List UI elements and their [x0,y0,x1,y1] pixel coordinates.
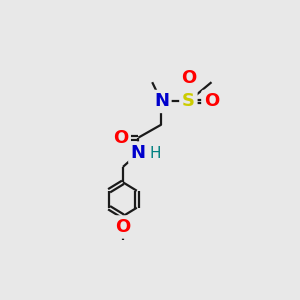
Text: O: O [115,218,130,236]
Text: N: N [131,144,146,162]
Text: O: O [204,92,219,110]
Text: N: N [154,92,169,110]
Text: O: O [113,129,128,147]
Text: O: O [181,69,196,87]
Text: H: H [149,146,161,160]
Text: S: S [182,92,195,110]
